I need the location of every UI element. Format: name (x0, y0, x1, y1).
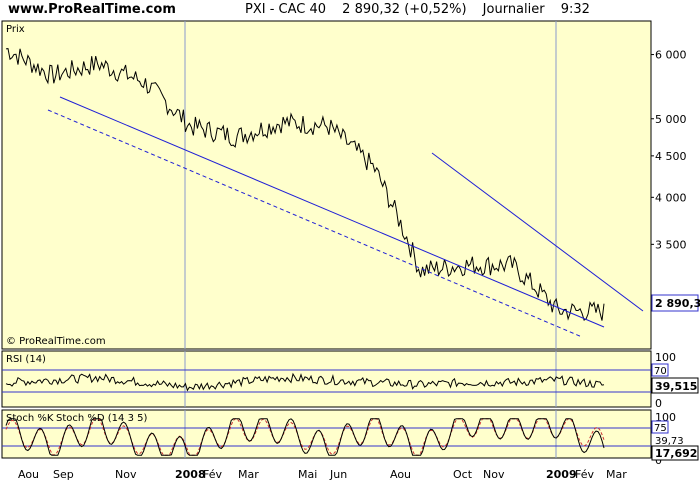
x-label-5: Mar (238, 468, 259, 481)
stoch-k-value-tag-box (651, 445, 699, 461)
trendline-lower-parallel (47, 109, 583, 338)
price-label: 2 890,32 (+0,52%) (342, 2, 467, 17)
rsi-ytick-0: 0 (655, 397, 662, 410)
main-panel-label: Prix (6, 24, 25, 35)
price-tag: 2 890,32 (655, 297, 700, 310)
vertical-gridlines (184, 21, 557, 458)
main-ytick-0: 6 000 (655, 49, 687, 62)
rsi-plot-area (1, 350, 652, 408)
price-tag-box (651, 294, 699, 312)
stoch-k-label: Stoch %K (6, 413, 54, 424)
symbol-label: PXI - CAC 40 (245, 2, 327, 17)
main-ytick-3: 4 000 (655, 191, 687, 204)
rsi-level-tag-box (651, 363, 669, 377)
x-label-10: Nov (483, 468, 505, 481)
x-label-0: Aou (18, 468, 39, 481)
watermark: © ProRealTime.com (6, 336, 106, 347)
rsi-value-tag-box (651, 377, 699, 394)
rsi-value-tag: 39,515 (655, 380, 697, 393)
rsi-ytick-100: 100 (655, 351, 676, 364)
stoch-d-label: Stoch %D (14 3 5) (56, 413, 147, 424)
rsi-level-tag: 70 (654, 366, 667, 377)
x-label-2: Nov (115, 468, 137, 481)
rsi-series-line (5, 372, 605, 392)
period-label: Journalier (482, 2, 545, 17)
x-label-13: Mar (606, 468, 627, 481)
x-label-8: Aou (390, 468, 411, 481)
main-ytick-2: 4 500 (655, 150, 687, 163)
x-label-12: Fév (575, 468, 594, 481)
x-label-6: Mai (298, 468, 317, 481)
x-label-3: 2008 (175, 468, 206, 481)
price-series-line (5, 48, 605, 321)
stoch-k-value-tag: 17,692 (655, 447, 697, 460)
main-ytick-4: 3 500 (655, 238, 687, 251)
x-label-7: Jun (329, 468, 347, 481)
x-label-1: Sep (53, 468, 74, 481)
stoch-level-tag: 75 (654, 423, 667, 434)
trendline-upper (431, 152, 644, 312)
stoch-k-series-line (5, 418, 605, 456)
quote-line: PXI - CAC 40 2 890,32 (+0,52%) Journalie… (245, 2, 602, 17)
trendline-lower (59, 96, 605, 328)
time-label: 9:32 (560, 2, 590, 17)
x-label-11: 2009 (546, 468, 577, 481)
x-label-4: Fév (203, 468, 222, 481)
site-name[interactable]: www.ProRealTime.com (8, 2, 176, 17)
stoch-d-value-tag: 39,73 (655, 436, 684, 447)
chart-header: www.ProRealTime.com PXI - CAC 40 2 890,3… (0, 0, 700, 20)
stoch-level-tag-box (651, 420, 669, 434)
rsi-panel-label: RSI (14) (6, 354, 46, 365)
x-label-9: Oct (453, 468, 473, 481)
main-ytick-1: 5 000 (655, 113, 687, 126)
